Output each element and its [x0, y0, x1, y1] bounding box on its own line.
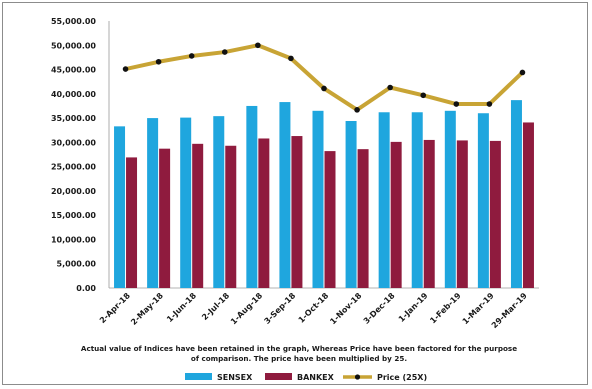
bar-sensex [411, 112, 423, 288]
y-tick-label: 40,000.00 [51, 90, 96, 99]
bar-bankex [159, 148, 171, 288]
y-tick-label: 15,000.00 [51, 211, 96, 220]
y-tick-label: 45,000.00 [51, 66, 96, 75]
legend-swatch-price-marker [354, 374, 361, 380]
bar-sensex [213, 116, 225, 288]
y-tick-label: 10,000.00 [51, 235, 96, 244]
price-point [321, 85, 327, 92]
bar-bankex [225, 145, 237, 288]
annotation-line-1: Actual value of Indices have been retain… [81, 344, 517, 353]
bars [114, 100, 534, 289]
bar-bankex [258, 138, 270, 288]
y-tick-labels: 55,000.00 50,000.00 45,000.00 40,000.00 35,0… [51, 17, 96, 293]
price-point [288, 55, 294, 62]
bar-sensex [345, 121, 357, 289]
bar-bankex [456, 140, 468, 288]
y-tick-label: 25,000.00 [51, 163, 96, 172]
bar-sensex [246, 105, 258, 288]
price-point [255, 42, 261, 49]
bar-sensex [378, 112, 390, 288]
bar-sensex [510, 100, 522, 288]
y-tick-label: 20,000.00 [51, 187, 96, 196]
x-tick-label: 1-Nov-18 [328, 291, 363, 326]
y-tick-label: 5,000.00 [57, 260, 97, 269]
bar-bankex [324, 151, 336, 288]
price-line-series [122, 42, 526, 113]
price-point [420, 92, 427, 99]
bar-bankex [291, 136, 303, 288]
price-point [155, 58, 162, 65]
y-tick-label: 30,000.00 [51, 138, 96, 147]
bar-bankex [423, 139, 435, 288]
price-point [188, 53, 195, 59]
x-tick-label: 1-Mar-19 [461, 291, 496, 326]
bar-sensex [114, 126, 126, 289]
x-tick-label: 1-Feb-19 [428, 291, 463, 326]
legend-label-bankex: BANKEX [297, 373, 335, 382]
price-point [486, 101, 493, 107]
bar-sensex [477, 113, 489, 289]
price-point [122, 66, 129, 72]
bar-bankex [390, 141, 402, 288]
bar-bankex [522, 122, 534, 289]
bar-bankex [489, 140, 501, 288]
x-tick-label: 1-Jan-19 [397, 291, 430, 324]
bar-sensex [279, 102, 291, 288]
x-tick-label: 2-May-18 [129, 291, 165, 327]
x-tick-label: 3-Dec-18 [362, 291, 397, 326]
bar-sensex [147, 118, 159, 288]
x-tick-label: 3-Sep-18 [263, 291, 298, 326]
x-tick-label: 2-Jul-18 [200, 291, 231, 322]
bar-bankex [126, 157, 138, 288]
price-point [453, 101, 460, 107]
price-point [354, 107, 360, 113]
x-tick-label: 2-Apr-18 [98, 291, 132, 325]
x-tick-label: 1-Jun-18 [165, 291, 198, 324]
x-tick-labels: 2-Apr-182-May-18 1-Jun-18 2-Jul-181-Aug-18… [98, 291, 529, 330]
price-line [123, 43, 525, 112]
bar-sensex [444, 110, 456, 289]
legend-swatch-bankex [265, 373, 292, 380]
bar-bankex [192, 143, 204, 288]
legend-label-price: Price (25X) [377, 373, 427, 382]
x-tick-label: 1-Aug-18 [229, 291, 265, 327]
price-point [221, 49, 228, 55]
price-point [519, 69, 526, 76]
bar-sensex [180, 117, 192, 288]
x-tick-label: 1-Oct-18 [297, 291, 331, 325]
legend-swatch-sensex [185, 373, 212, 380]
y-tick-label: 55,000.00 [51, 17, 96, 26]
y-tick-label: 35,000.00 [51, 114, 96, 123]
x-tick-label: 29-Mar-19 [490, 291, 529, 330]
price-point [387, 84, 393, 91]
legend-label-sensex: SENSEX [217, 373, 253, 382]
legend: SENSEX BANKEX Price (25X) [185, 373, 427, 382]
y-tick-label: 0.00 [76, 284, 96, 293]
bar-bankex [357, 149, 369, 288]
bar-sensex [312, 110, 324, 289]
annotation-line-2: of comparison. The price have been multi… [191, 354, 407, 363]
y-tick-label: 50,000.00 [51, 41, 96, 50]
